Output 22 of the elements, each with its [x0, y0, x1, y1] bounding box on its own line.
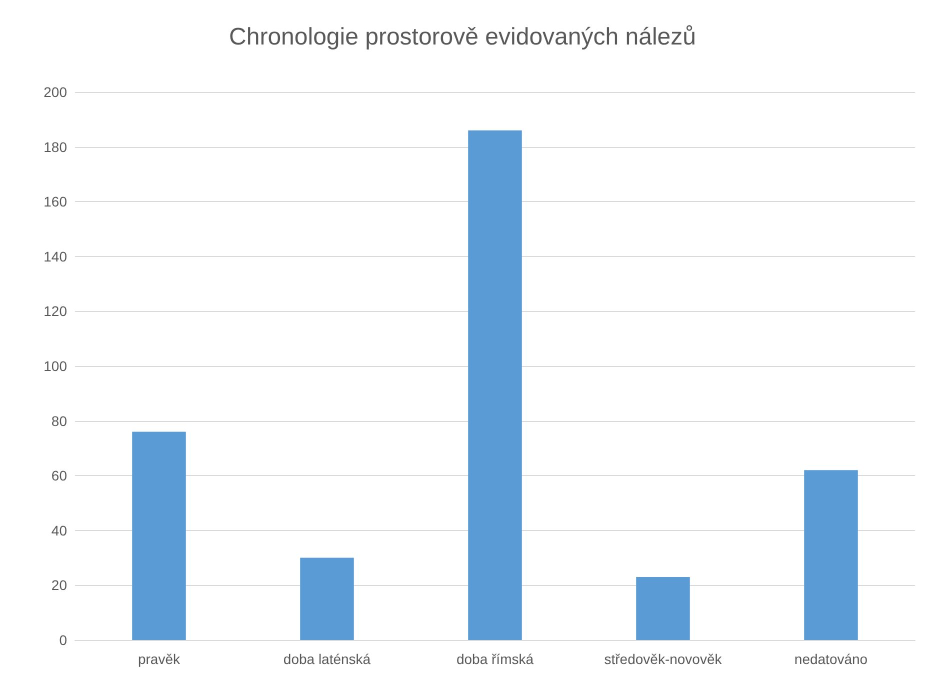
y-tick-label: 20 — [51, 577, 68, 594]
bar — [132, 432, 186, 640]
y-tick-label: 200 — [44, 84, 68, 100]
bar — [804, 470, 858, 640]
x-tick-label: doba laténská — [283, 651, 371, 667]
x-tick-label: pravěk — [138, 651, 182, 667]
y-tick-label: 80 — [51, 412, 68, 429]
y-tick-label: 180 — [44, 138, 68, 155]
x-tick-label: doba římská — [456, 651, 534, 667]
bar — [636, 576, 690, 640]
x-tick-label: nedatováno — [794, 651, 868, 667]
y-tick-label: 100 — [44, 358, 68, 374]
y-tick-label: 160 — [44, 194, 68, 210]
x-tick-label: středověk-novověk — [604, 651, 723, 667]
y-tick-label: 0 — [59, 632, 68, 648]
y-tick-label: 140 — [44, 248, 68, 264]
chart-title: Chronologie prostorově evidovaných nálezů — [229, 24, 696, 50]
bar — [300, 558, 354, 640]
y-tick-label: 120 — [44, 303, 68, 320]
bar — [468, 130, 522, 640]
y-tick-label: 60 — [51, 468, 68, 484]
y-tick-label: 40 — [51, 522, 68, 538]
